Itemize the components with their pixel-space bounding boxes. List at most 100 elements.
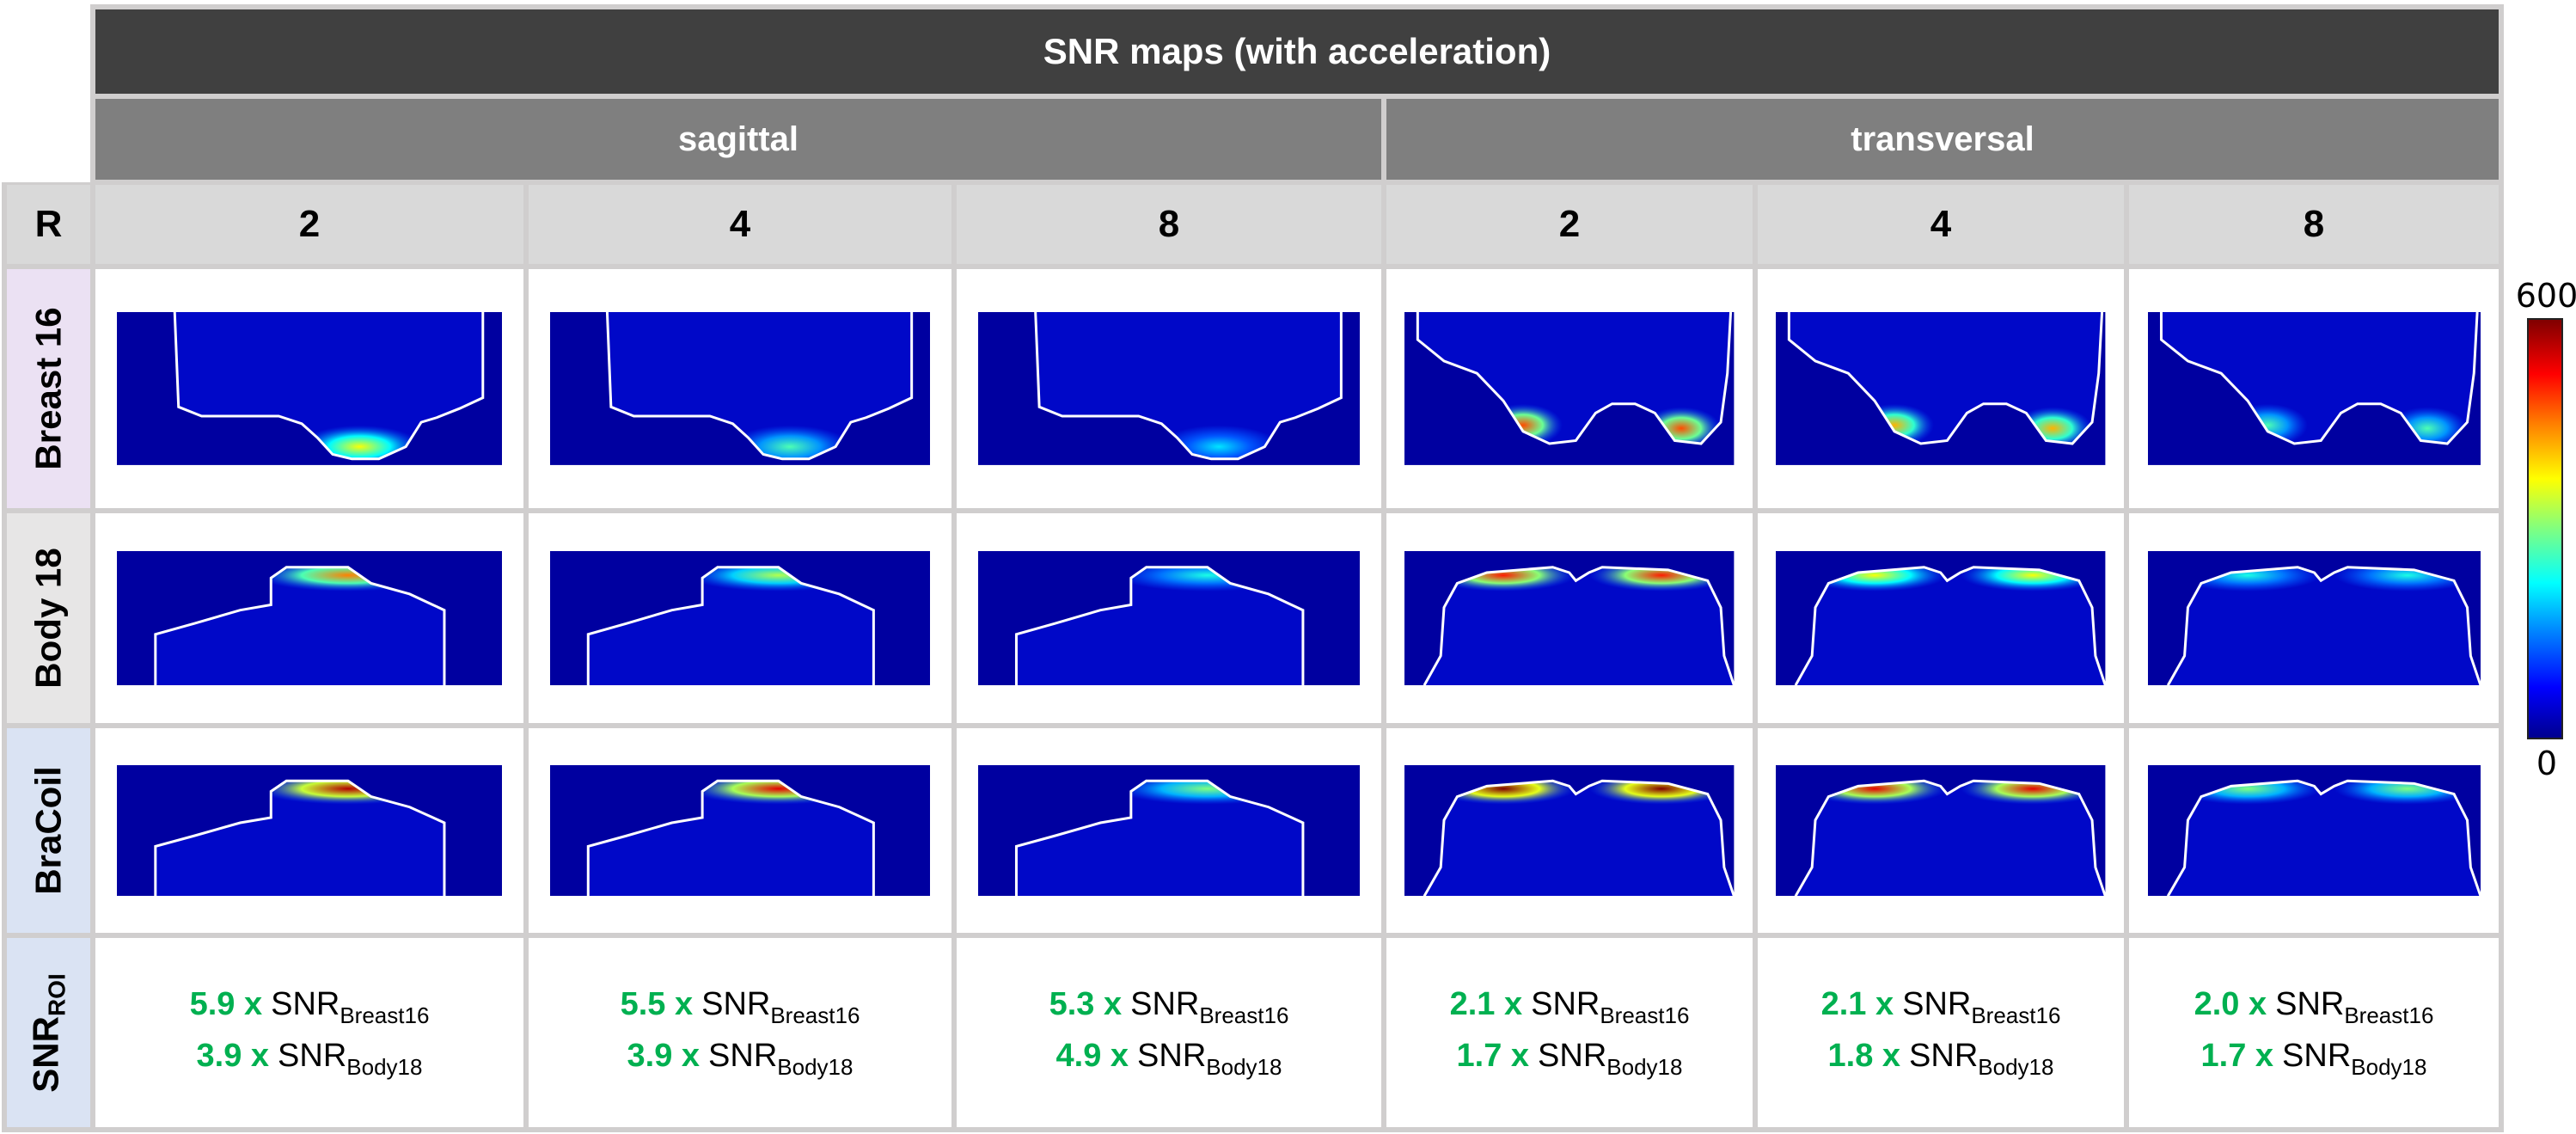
body-outline — [2168, 781, 2481, 896]
ratio-breast16: 2.1 x SNRBreast16 — [1450, 981, 1690, 1033]
snr-map-bracoil-sagittal-r8 — [977, 764, 1361, 897]
ratio-body18: 1.8 x SNRBody18 — [1828, 1033, 2054, 1084]
snr-map-body18-transversal-r2 — [1404, 550, 1735, 686]
body-outline — [1790, 312, 2102, 444]
snr-map-breast16-transversal-r8 — [2147, 312, 2481, 465]
snr-text: SNR — [1531, 986, 1600, 1023]
ratio-body18: 3.9 x SNRBody18 — [197, 1033, 423, 1084]
row-label-bracoil: BraCoil — [7, 728, 90, 933]
snr-map-body18-transversal-r4 — [1776, 550, 2106, 686]
snr-map-cell — [95, 513, 523, 723]
body-factor: 1.8 x — [1827, 1038, 1901, 1074]
ratio-breast16: 2.1 x SNRBreast16 — [1821, 981, 2061, 1033]
snr-map-bracoil-transversal-r2 — [1404, 764, 1735, 897]
body-outline — [588, 781, 873, 896]
r-label: R — [7, 185, 90, 264]
colorbar-min-label: 0 — [2536, 745, 2558, 782]
snr-map-bracoil-sagittal-r4 — [549, 764, 931, 897]
figure-title: SNR maps (with acceleration) — [95, 9, 2499, 94]
snr-text: SNR — [2282, 1038, 2352, 1074]
snr-text: SNR — [2275, 986, 2345, 1023]
snr-hotspot — [1960, 567, 2106, 592]
body-outline — [1796, 567, 2105, 685]
snr-ratio-cell: 5.5 x SNRBreast16 3.9 x SNRBody18 — [529, 938, 951, 1127]
snr-map-body18-transversal-r8 — [2147, 550, 2481, 686]
snr-hotspot — [1430, 567, 1576, 592]
snr-ratio-cell: 5.3 x SNRBreast16 4.9 x SNRBody18 — [957, 938, 1381, 1127]
body-factor: 1.7 x — [2200, 1038, 2274, 1074]
body-outline — [1035, 312, 1341, 459]
body-outline — [156, 781, 444, 896]
ref-body18: Body18 — [346, 1054, 423, 1080]
r-value-header: 8 — [957, 185, 1381, 264]
snr-hotspot — [2334, 781, 2481, 805]
snr-roi-label: SNRROI — [26, 973, 71, 1092]
snr-hotspot — [1802, 781, 1948, 805]
snr-text: SNR — [708, 1038, 778, 1074]
r-value-header: 4 — [529, 185, 951, 264]
snr-map-cell — [1386, 513, 1753, 723]
body-outline — [156, 567, 444, 685]
snr-text: SNR — [278, 1038, 347, 1074]
snr-text: SNR — [1130, 986, 1200, 1023]
row-label-snr-roi: SNRROI — [7, 938, 90, 1127]
snr-map-cell — [957, 728, 1381, 933]
r-value-header: 2 — [1386, 185, 1753, 264]
snr-hotspot — [1588, 567, 1735, 592]
snr-hotspot — [1802, 567, 1948, 592]
breast-factor: 5.5 x — [620, 986, 694, 1023]
ref-breast16: Breast16 — [770, 1002, 860, 1029]
body-factor: 3.9 x — [196, 1038, 270, 1074]
snr-map-cell — [957, 269, 1381, 508]
row-label-text: BraCoil — [28, 766, 69, 895]
snr-ratio-cell: 2.0 x SNRBreast16 1.7 x SNRBody18 — [2129, 938, 2499, 1127]
snr-map-breast16-transversal-r4 — [1776, 312, 2106, 465]
snr-map-body18-sagittal-r4 — [549, 550, 931, 686]
snr-text: SNR — [1902, 986, 1972, 1023]
ref-body18: Body18 — [777, 1054, 854, 1080]
snr-map-cell — [957, 513, 1381, 723]
view-header-transversal: transversal — [1386, 99, 2499, 180]
snr-hotspot — [1588, 781, 1735, 805]
ratio-body18: 4.9 x SNRBody18 — [1056, 1033, 1282, 1084]
snr-map-cell — [1758, 513, 2124, 723]
ref-breast16: Breast16 — [1971, 1002, 2061, 1029]
snr-map-cell — [2129, 513, 2499, 723]
breast-factor: 2.1 x — [1449, 986, 1523, 1023]
body-outline — [607, 312, 911, 459]
body-factor: 4.9 x — [1055, 1038, 1129, 1074]
snr-map-breast16-sagittal-r2 — [116, 312, 503, 465]
ratio-body18: 3.9 x SNRBody18 — [627, 1033, 854, 1084]
snr-map-cell — [1758, 269, 2124, 508]
body-outline — [1016, 781, 1302, 896]
snr-map-cell — [1386, 728, 1753, 933]
breast-factor: 5.3 x — [1049, 986, 1123, 1023]
colorbar-max-label: 600 — [2515, 277, 2576, 315]
snr-map-cell — [529, 513, 951, 723]
snr-map-cell — [529, 728, 951, 933]
snr-map-cell — [529, 269, 951, 508]
body-outline — [174, 312, 483, 459]
breast-factor: 5.9 x — [189, 986, 263, 1023]
snr-label-sub: ROI — [44, 972, 70, 1016]
body-outline — [1796, 781, 2105, 896]
snr-label-text: SNR — [26, 1015, 66, 1093]
snr-text: SNR — [1909, 1038, 1979, 1074]
snr-map-cell — [95, 269, 523, 508]
ref-breast16: Breast16 — [1199, 1002, 1289, 1029]
ratio-breast16: 2.0 x SNRBreast16 — [2194, 981, 2434, 1033]
body-outline — [1424, 567, 1734, 685]
body-outline — [588, 567, 873, 685]
snr-hotspot — [2174, 781, 2321, 805]
ref-breast16: Breast16 — [2344, 1002, 2434, 1029]
body-outline — [1418, 312, 1731, 444]
snr-text: SNR — [1538, 1038, 1607, 1074]
snr-map-cell — [2129, 269, 2499, 508]
snr-text: SNR — [701, 986, 771, 1023]
ref-body18: Body18 — [1978, 1054, 2054, 1080]
snr-map-breast16-sagittal-r8 — [977, 312, 1361, 465]
snr-hotspot — [2174, 567, 2321, 592]
r-value-header: 4 — [1758, 185, 2124, 264]
snr-map-bracoil-transversal-r4 — [1776, 764, 2106, 897]
snr-hotspot — [1430, 781, 1576, 805]
